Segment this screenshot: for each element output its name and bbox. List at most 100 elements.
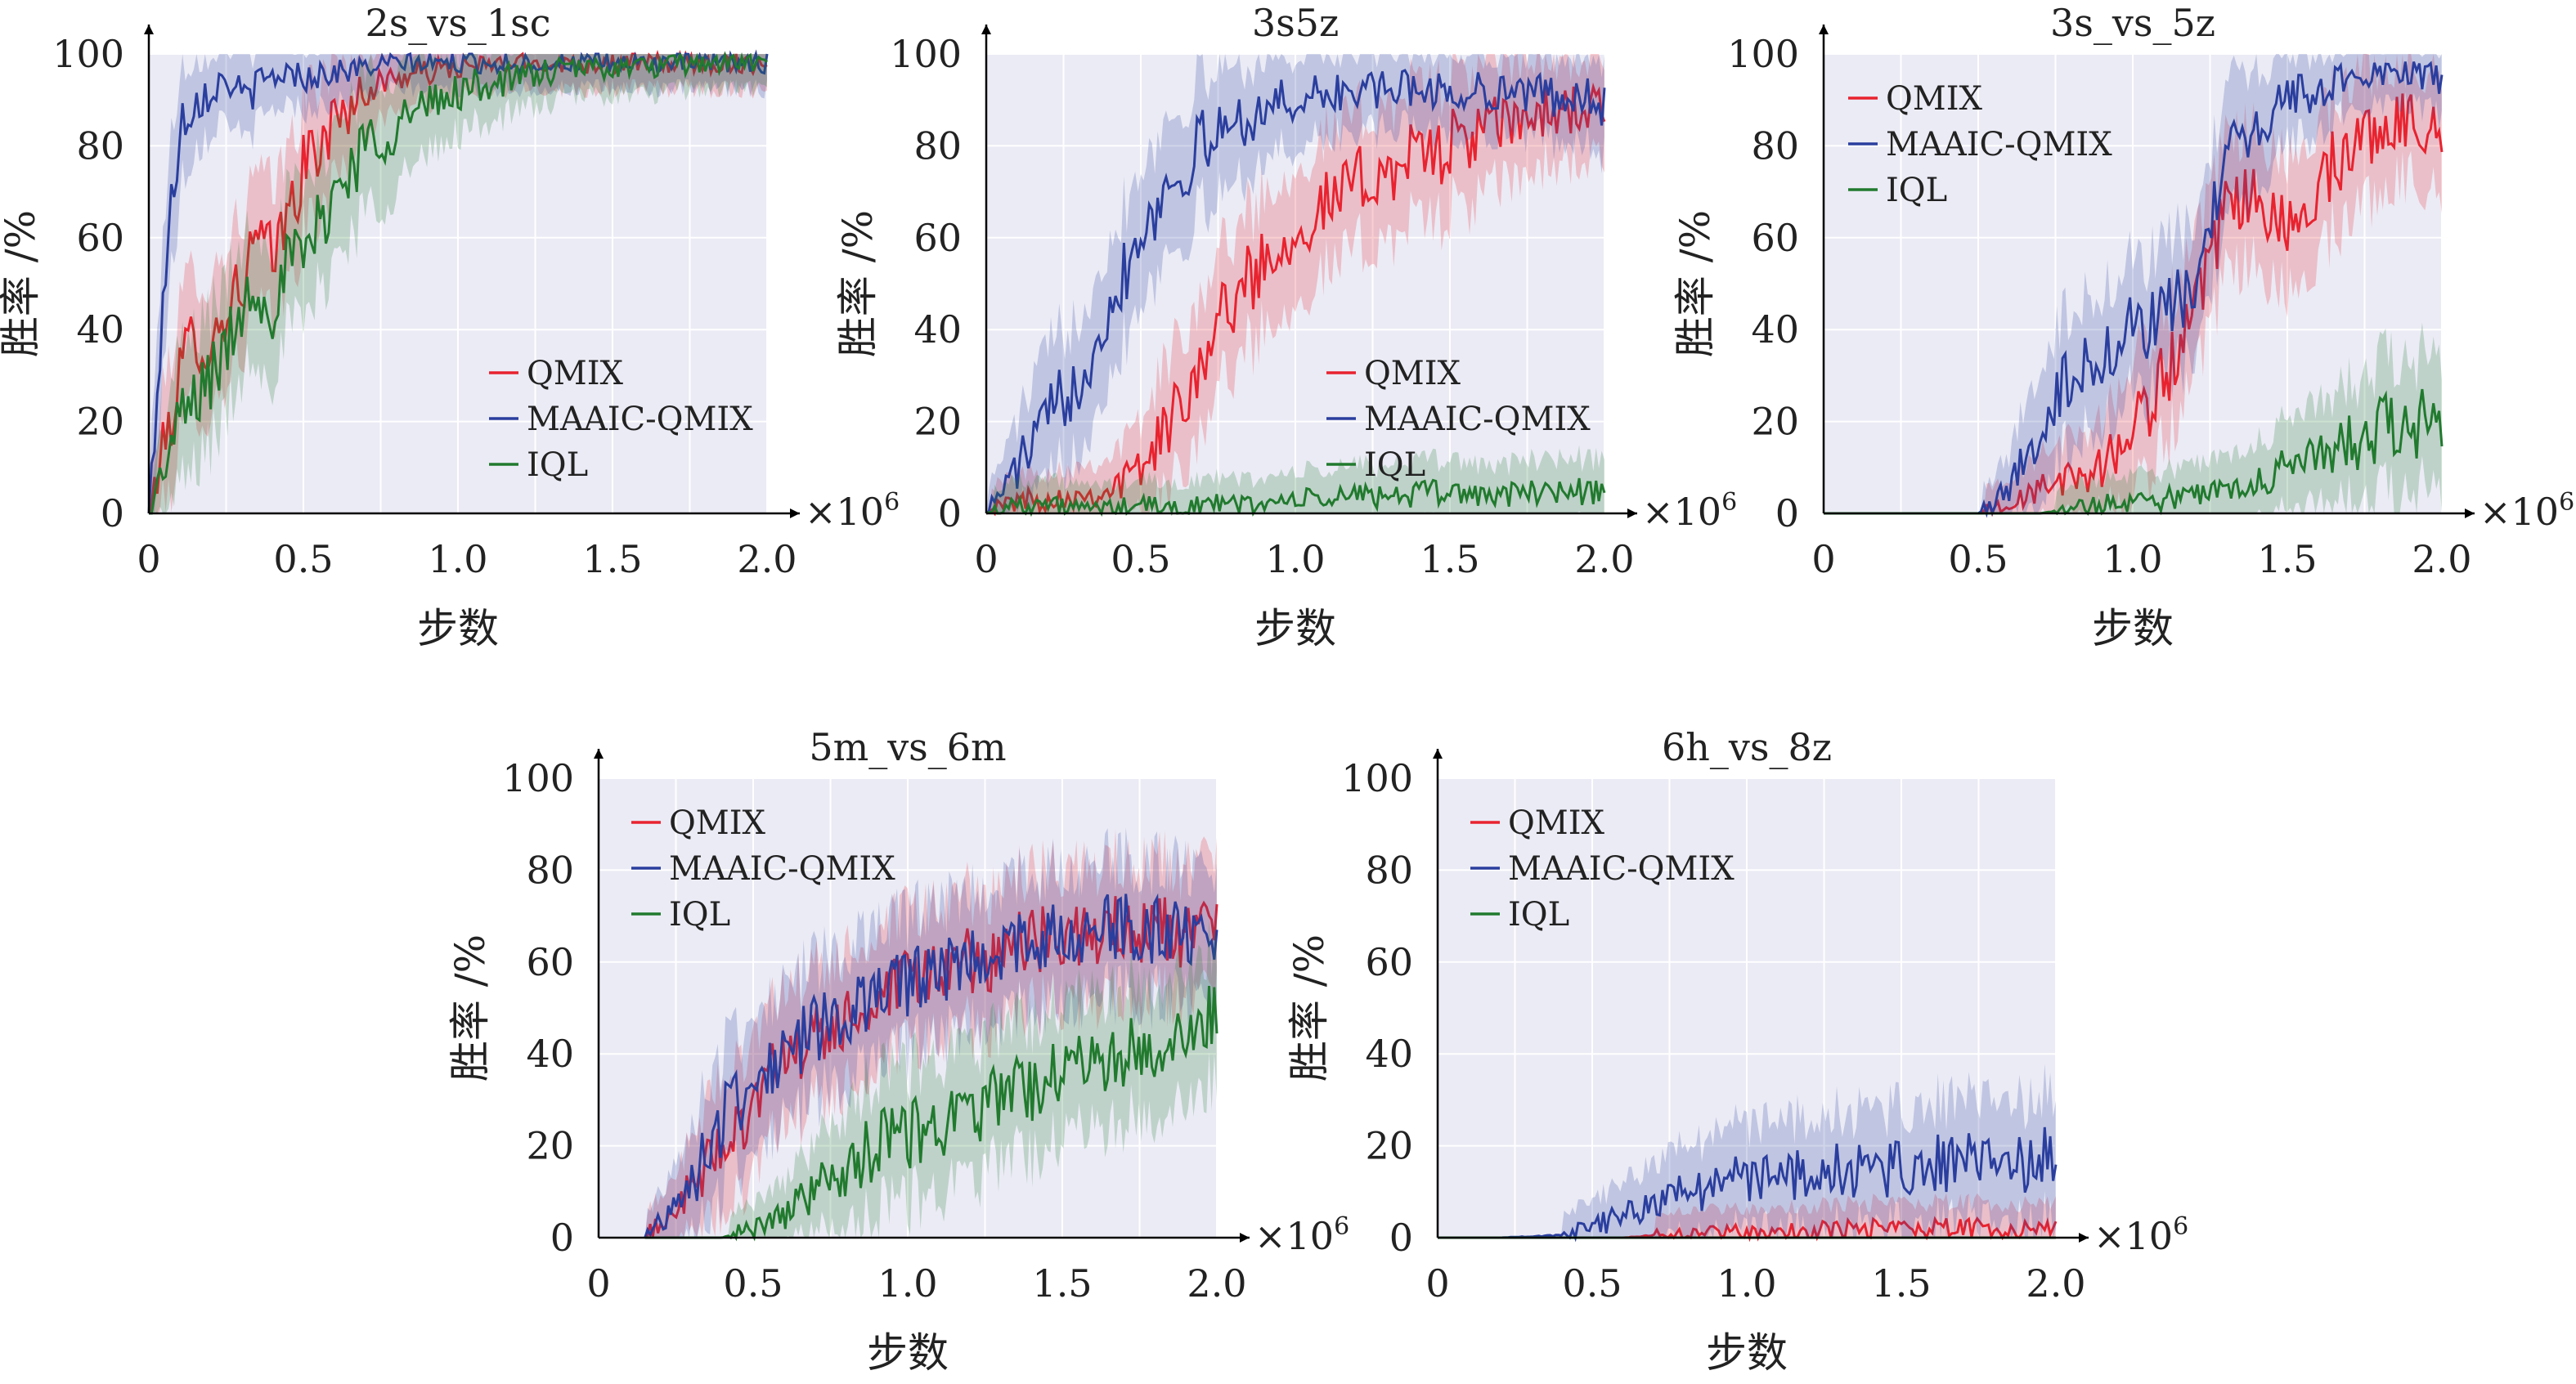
x-axis-multiplier: ×106 [2480,488,2574,534]
chart-panel-3: 0 0.5 1.0 1.5 2.0 0 20 40 60 80 100 ×106 3s_vs_5z 步数 胜… [1672,1,2574,652]
y-axis-label: 胜率 /% [0,210,44,357]
x-axis-multiplier: ×106 [2094,1212,2188,1258]
y-tick-label: 60 [913,216,962,260]
legend-label: IQL [1364,446,1425,484]
x-tick-label: 0.5 [1948,537,2008,581]
legend-label: QMIX [1886,80,1983,118]
x-tick-label: 2.0 [2412,537,2471,581]
x-tick-label: 1.0 [1265,537,1325,581]
series-band-qmix [1438,1193,2056,1238]
series-line-iql [149,51,768,515]
y-tick-label: 100 [890,32,962,76]
chart-title: 6h_vs_8z [1662,725,1832,769]
axes [594,749,1250,1243]
x-axis-arrow-icon [790,508,800,518]
y-tick-label: 20 [913,400,962,444]
chart-title: 2s_vs_1sc [365,1,550,45]
y-axis-arrow-icon [981,25,991,34]
x-axis-label: 步数 [1706,1329,1788,1377]
series-line-maaic-qmix [985,69,1606,515]
series-band-iql [149,54,767,513]
chart-title: 3s_vs_5z [2050,1,2215,45]
y-axis-arrow-icon [144,25,154,34]
x-tick-label: 1.0 [428,537,487,581]
x-tick-label: 1.0 [877,1261,937,1306]
chart-title: 3s5z [1252,1,1339,45]
series-band-maaic-qmix [1438,1064,2056,1238]
series-band-qmix [1824,54,2442,513]
y-tick-label: 20 [76,400,124,444]
y-tick-label: 80 [913,123,962,168]
legend-label: IQL [527,446,588,484]
chart-panel-1: 0 0.5 1.0 1.5 2.0 0 20 40 60 80 100 ×106 2s_vs_1sc 步数… [0,1,900,652]
x-tick-label: 0 [1811,537,1835,581]
x-tick-label: 1.5 [1420,537,1479,581]
x-axis-label: 步数 [867,1329,949,1377]
y-tick-label: 60 [526,940,574,984]
x-axis-arrow-icon [2465,508,2475,518]
y-tick-label: 100 [1341,756,1413,800]
legend-label: QMIX [527,355,624,392]
axes [981,25,1637,518]
axes [144,25,800,518]
y-axis-arrow-icon [1433,749,1443,759]
x-tick-label: 2.0 [1574,537,1634,581]
x-axis-arrow-icon [1240,1233,1250,1243]
legend-label: QMIX [1364,355,1461,392]
x-axis-label: 步数 [2092,605,2174,652]
y-tick-label: 100 [502,756,574,800]
axes [1819,25,2475,518]
y-tick-label: 100 [1727,32,1799,76]
y-axis-arrow-icon [1819,25,1829,34]
x-tick-label: 2.0 [737,537,797,581]
y-tick-label: 20 [1751,400,1799,444]
x-tick-label: 0 [1425,1261,1449,1306]
y-axis-label: 胜率 /% [834,210,882,357]
legend-label: IQL [669,896,730,934]
y-tick-label: 60 [76,216,124,260]
y-tick-label: 60 [1751,216,1799,260]
series-line-maaic-qmix [147,49,769,514]
x-axis-arrow-icon [2079,1233,2089,1243]
y-tick-label: 80 [1751,123,1799,168]
x-axis-multiplier: ×106 [1642,488,1737,534]
x-tick-label: 1.0 [2103,537,2162,581]
legend-label: IQL [1508,896,1569,934]
y-tick-label: 40 [1751,307,1799,352]
legend-label: QMIX [669,804,766,842]
legend: QMIX MAAIC-QMIX IQL [489,355,753,484]
x-tick-label: 2.0 [1187,1261,1246,1306]
y-tick-label: 80 [76,123,124,168]
legend-label: MAAIC-QMIX [1364,401,1591,438]
legend-label: MAAIC-QMIX [669,850,895,888]
x-tick-label: 0.5 [273,537,333,581]
legend: QMIX MAAIC-QMIX IQL [1470,804,1735,934]
chart-title: 5m_vs_6m [809,725,1006,769]
series-line-qmix [985,82,1606,517]
series-band-maaic-qmix [1824,54,2442,513]
x-axis-label: 步数 [417,605,499,652]
y-axis-arrow-icon [594,749,604,759]
series-band-qmix [149,54,767,513]
axes [1433,749,2089,1243]
y-tick-label: 20 [1365,1124,1413,1168]
legend: QMIX MAAIC-QMIX IQL [1326,355,1591,484]
x-tick-label: 1.5 [582,537,642,581]
series-band-iql [644,919,1217,1238]
series-line-maaic-qmix [644,893,1218,1238]
series-line-iql [985,477,1606,517]
legend-label: MAAIC-QMIX [1886,126,2112,163]
y-tick-label: 100 [52,32,124,76]
x-axis-arrow-icon [1627,508,1637,518]
x-tick-label: 1.0 [1717,1261,1776,1306]
y-axis-label: 胜率 /% [1286,934,1333,1082]
x-tick-label: 1.5 [2257,537,2317,581]
x-tick-label: 1.5 [1032,1261,1092,1306]
chart-panel-4: 0 0.5 1.0 1.5 2.0 0 20 40 60 80 100 ×106 5m_vs_6m 步数 胜… [447,725,1349,1377]
y-tick-label: 60 [1365,940,1413,984]
x-axis-label: 步数 [1254,605,1336,652]
y-tick-label: 40 [913,307,962,352]
y-tick-label: 0 [101,491,124,535]
y-tick-label: 40 [1365,1032,1413,1076]
